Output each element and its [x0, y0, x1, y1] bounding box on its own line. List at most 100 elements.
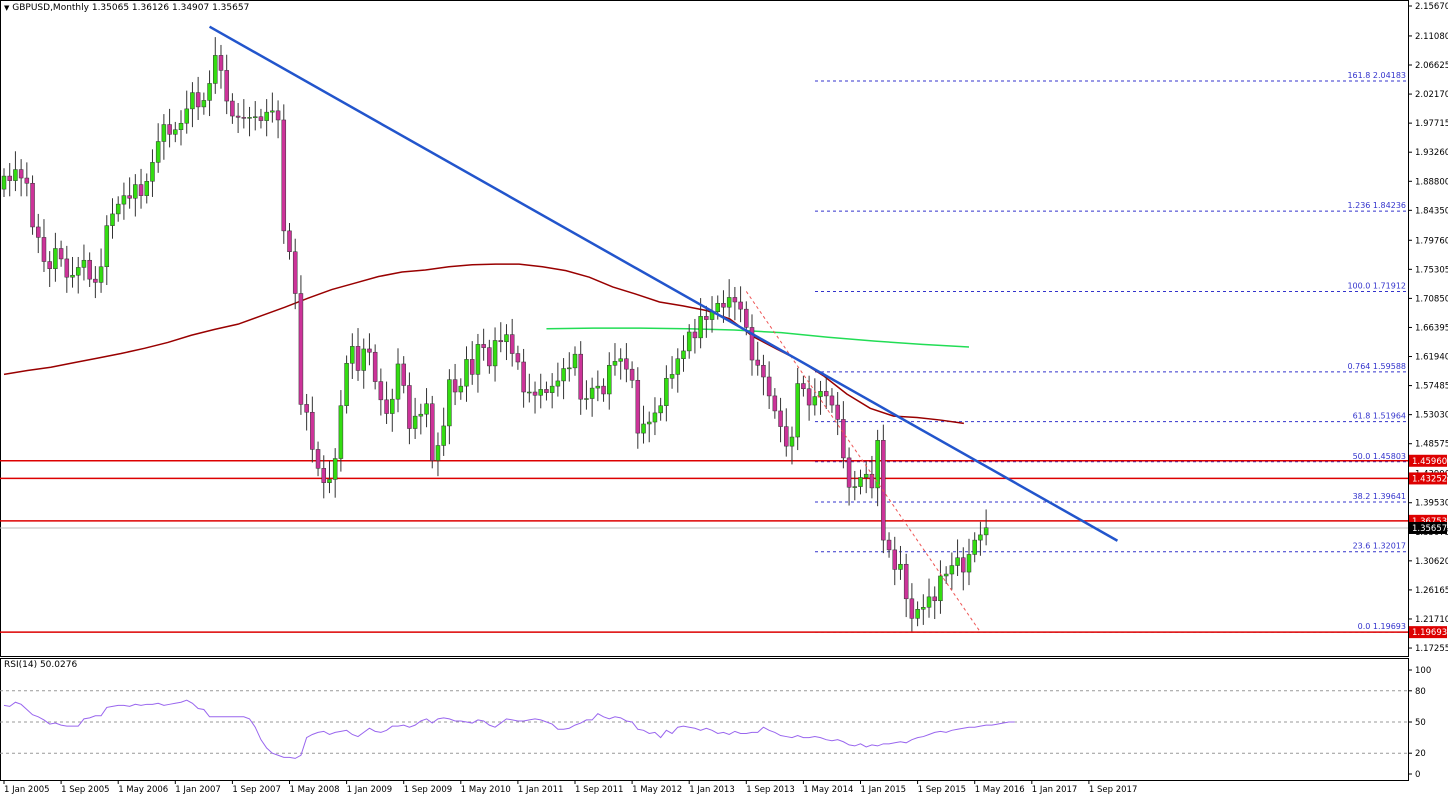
fib-level-label: 0.0 1.19693 — [1358, 622, 1406, 631]
y-tick-label: 1.39530 — [1415, 499, 1448, 509]
candle-body — [150, 162, 155, 182]
hline-price-tag — [1409, 472, 1447, 485]
candle-body — [24, 177, 30, 184]
candle-body — [983, 527, 989, 536]
candle-body — [527, 391, 532, 394]
candle-body — [161, 124, 167, 142]
x-tick-label: 1 Jan 2011 — [518, 785, 564, 795]
candle-body — [681, 350, 686, 359]
candle-body — [75, 267, 81, 276]
candle-body — [932, 596, 937, 602]
candle-body — [258, 116, 264, 121]
candle-body — [869, 473, 875, 489]
candle-body — [601, 385, 606, 395]
candle-body — [367, 348, 372, 353]
candle-body — [332, 458, 338, 480]
candle-body — [898, 563, 903, 570]
x-tick-label: 1 May 2006 — [118, 785, 168, 795]
candle-body — [350, 346, 355, 364]
rsi-header: RSI(14) 50.0276 — [4, 660, 78, 670]
candle-body — [36, 226, 41, 238]
x-tick-label: 1 Jan 2009 — [347, 785, 393, 795]
candle-body — [646, 421, 652, 425]
fib-level-label: 38.2 1.39641 — [1353, 492, 1406, 501]
candle-body — [287, 230, 292, 252]
y-tick-label: 1.75305 — [1415, 265, 1448, 275]
candle-body — [589, 387, 595, 399]
candle-body — [772, 395, 778, 412]
candle-body — [281, 119, 287, 232]
y-tick-label: 1.79760 — [1415, 236, 1448, 246]
x-tick-label: 1 May 2008 — [290, 785, 340, 795]
candle-body — [852, 486, 858, 488]
trendline — [208, 25, 1119, 542]
candle-body — [384, 399, 389, 414]
candle-body — [361, 348, 366, 371]
candle-body — [372, 351, 378, 382]
candle-body — [247, 117, 252, 119]
candle-body — [567, 367, 572, 370]
candle-body — [841, 419, 846, 459]
candle-body — [892, 549, 898, 570]
candle-body — [572, 353, 578, 369]
hline-price-label: 1.19693 — [1412, 628, 1447, 638]
candle-body — [549, 385, 555, 393]
y-tick-label: 1.53030 — [1415, 411, 1448, 421]
x-tick-label: 1 Sep 2009 — [404, 785, 452, 795]
candle-body — [978, 534, 983, 541]
candle-body — [41, 237, 47, 262]
candle-body — [98, 266, 104, 283]
candle-body — [938, 575, 943, 602]
candle-body — [195, 92, 201, 108]
candle-body — [744, 308, 749, 328]
candle-body — [818, 391, 823, 397]
candle-body — [338, 405, 344, 459]
candle-body — [104, 225, 110, 268]
candle-body — [435, 445, 441, 461]
candle-body — [886, 539, 892, 551]
hline-price-tag — [1409, 626, 1447, 639]
current-price-tag — [1409, 521, 1447, 534]
candle-body — [578, 353, 583, 400]
candle-body — [635, 380, 641, 434]
candle-body — [264, 111, 269, 121]
rsi-y-tick-label: 100 — [1415, 666, 1431, 676]
candle-body — [858, 477, 863, 487]
hline-price-tag — [1409, 454, 1447, 467]
fib-level-label: 0.764 1.59588 — [1347, 362, 1406, 371]
candle-body — [213, 55, 218, 84]
candle-body — [292, 251, 298, 294]
candle-body — [624, 358, 629, 370]
candle-body — [686, 331, 692, 352]
rsi-line — [3, 699, 1015, 759]
candle-body — [641, 423, 646, 434]
candle-body — [698, 316, 703, 339]
candle-body — [401, 363, 406, 386]
y-tick-label: 1.26165 — [1415, 586, 1448, 596]
candle-body — [515, 353, 521, 363]
candle-body — [863, 473, 869, 478]
rsi-panel-border — [0, 658, 1409, 781]
y-tick-label: 1.97715 — [1415, 119, 1448, 129]
rsi-y-tick-label: 0 — [1415, 770, 1420, 780]
candle-body — [612, 361, 618, 366]
candle-body — [127, 195, 132, 199]
candle-body — [544, 389, 549, 393]
candle-body — [669, 374, 675, 379]
candle-body — [949, 565, 955, 575]
candle-body — [532, 391, 538, 396]
x-tick-label: 1 May 2012 — [632, 785, 682, 795]
y-tick-label: 2.02170 — [1415, 90, 1448, 100]
candle-body — [327, 479, 332, 483]
fib-retracement-diagonal — [745, 291, 981, 633]
candle-body — [110, 213, 115, 226]
candle-body — [270, 110, 275, 113]
candle-body — [915, 608, 920, 619]
candle-body — [447, 379, 452, 427]
candle-body — [30, 182, 35, 228]
fib-level-label: 100.0 1.71912 — [1347, 281, 1406, 290]
candle-body — [184, 108, 189, 124]
candle-body — [921, 607, 926, 610]
candle-body — [18, 169, 24, 179]
fib-level-label: 50.0 1.45803 — [1353, 452, 1406, 461]
